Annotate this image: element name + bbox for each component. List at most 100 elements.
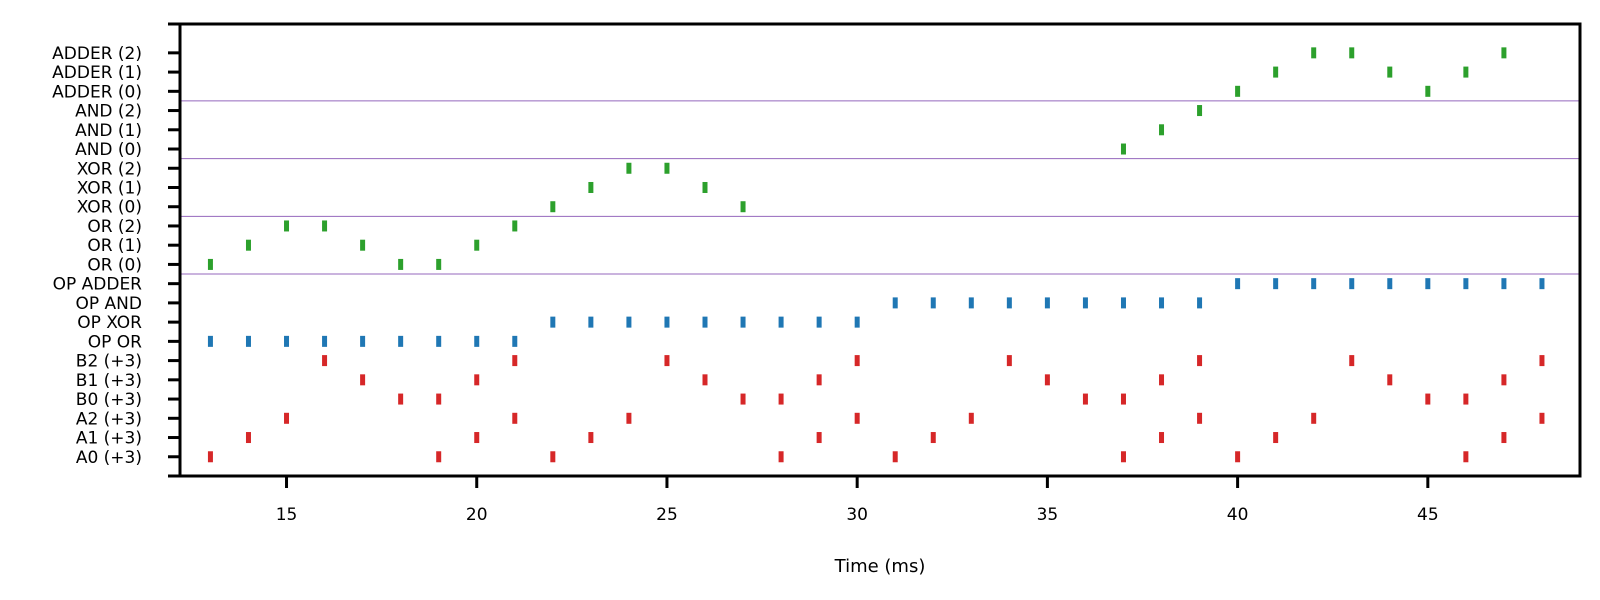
spike-input-row3-t45	[1425, 393, 1431, 405]
spike-op-row9-t47	[1501, 278, 1507, 290]
spike-input-row3-t46	[1463, 393, 1469, 405]
spike-output-row11-t14	[245, 239, 251, 251]
spike-op-row6-t17	[360, 335, 366, 347]
plot-frame	[178, 22, 1582, 478]
spike-input-row1-t14	[245, 432, 251, 444]
spike-input-row1-t32	[930, 432, 936, 444]
spike-input-row5-t39	[1197, 355, 1203, 367]
spike-op-row6-t15	[284, 335, 290, 347]
spike-input-row0-t37	[1120, 451, 1126, 463]
spike-op-row7-t27	[740, 316, 746, 328]
spike-input-row1-t41	[1273, 432, 1279, 444]
spike-op-row6-t14	[245, 335, 251, 347]
spike-output-row15-t25	[664, 162, 670, 174]
y-tick-label: OR (1)	[87, 236, 142, 256]
spike-output-row15-t24	[626, 162, 632, 174]
spike-input-row3-t36	[1082, 393, 1088, 405]
spike-input-row0-t28	[778, 451, 784, 463]
spike-op-row9-t46	[1463, 278, 1469, 290]
y-tick-label: ADDER (1)	[52, 63, 142, 83]
spike-op-row6-t18	[398, 335, 404, 347]
spike-input-row4-t44	[1387, 374, 1393, 386]
spike-op-row9-t45	[1425, 278, 1431, 290]
y-axis: A0 (+3)A1 (+3)A2 (+3)B0 (+3)B1 (+3)B2 (+…	[52, 22, 180, 478]
spike-output-row18-t39	[1197, 105, 1203, 117]
y-tick-label: ADDER (2)	[52, 44, 142, 64]
spike-output-row21-t47	[1501, 47, 1507, 59]
spike-op-row6-t20	[474, 335, 480, 347]
spike-input-row2-t24	[626, 412, 632, 424]
spike-output-row11-t17	[360, 239, 366, 251]
spike-output-row10-t13	[207, 258, 213, 270]
spike-input-row3-t18	[398, 393, 404, 405]
spike-op-row8-t31	[892, 297, 898, 309]
spike-output-row20-t41	[1273, 66, 1279, 78]
spike-input-row3-t28	[778, 393, 784, 405]
spike-input-row0-t22	[550, 451, 556, 463]
spike-op-row6-t16	[322, 335, 328, 347]
x-tick-label: 35	[1037, 505, 1059, 525]
spike-op-row7-t30	[854, 316, 860, 328]
spike-output-row14-t23	[588, 181, 594, 193]
spike-input-row2-t33	[968, 412, 974, 424]
spike-input-row0-t40	[1235, 451, 1241, 463]
spike-input-row4-t20	[474, 374, 480, 386]
spike-output-row10-t19	[436, 258, 442, 270]
spike-op-row7-t28	[778, 316, 784, 328]
spike-input-row2-t42	[1311, 412, 1317, 424]
spike-input-row5-t34	[1006, 355, 1012, 367]
spike-op-row7-t29	[816, 316, 822, 328]
spike-output-row21-t43	[1349, 47, 1355, 59]
spike-input-row3-t19	[436, 393, 442, 405]
group-separators	[180, 100, 1580, 275]
spike-output-row10-t18	[398, 258, 404, 270]
spike-input-row1-t23	[588, 432, 594, 444]
spike-op-row7-t26	[702, 316, 708, 328]
spike-output-row12-t15	[284, 220, 290, 232]
y-tick-label: AND (0)	[75, 140, 142, 160]
spike-input-row3-t27	[740, 393, 746, 405]
spike-op-row9-t43	[1349, 278, 1355, 290]
spike-op-row7-t24	[626, 316, 632, 328]
spike-op-row9-t48	[1539, 278, 1545, 290]
spike-input-row1-t47	[1501, 432, 1507, 444]
spike-input-row2-t15	[284, 412, 290, 424]
spike-output-row12-t21	[512, 220, 518, 232]
spike-input-row1-t29	[816, 432, 822, 444]
y-tick-label: A2 (+3)	[76, 409, 142, 429]
y-tick-label: OP XOR	[77, 313, 142, 333]
spike-op-row8-t38	[1159, 297, 1165, 309]
spike-input-row5-t43	[1349, 355, 1355, 367]
y-tick-label: B2 (+3)	[76, 352, 142, 372]
spike-input-row4-t38	[1159, 374, 1165, 386]
spike-output-row20-t44	[1387, 66, 1393, 78]
spike-input-row0-t46	[1463, 451, 1469, 463]
spike-op-row6-t21	[512, 335, 518, 347]
y-tick-label: OP ADDER	[53, 275, 143, 295]
spike-output-row13-t27	[740, 201, 746, 213]
x-tick-label: 20	[466, 505, 488, 525]
y-tick-label: ADDER (0)	[52, 82, 142, 102]
spike-input-row1-t38	[1159, 432, 1165, 444]
y-tick-label: XOR (2)	[77, 159, 142, 179]
spike-output-row14-t26	[702, 181, 708, 193]
spike-output-row20-t46	[1463, 66, 1469, 78]
x-axis-label: Time (ms)	[834, 556, 926, 577]
spike-op-row7-t23	[588, 316, 594, 328]
y-tick-label: B0 (+3)	[76, 390, 142, 410]
spike-output-row11-t20	[474, 239, 480, 251]
spike-op-row6-t19	[436, 335, 442, 347]
y-tick-label: AND (1)	[75, 121, 142, 141]
spike-input-row4-t35	[1044, 374, 1050, 386]
spike-op-row8-t35	[1044, 297, 1050, 309]
spike-input-row3-t37	[1120, 393, 1126, 405]
spike-marks	[207, 47, 1545, 463]
spike-input-row5-t25	[664, 355, 670, 367]
spike-op-row9-t41	[1273, 278, 1279, 290]
x-axis: 15 20 25 30 35 40 45	[276, 476, 1439, 525]
spike-input-row2-t48	[1539, 412, 1545, 424]
spike-output-row12-t16	[322, 220, 328, 232]
spike-input-row1-t20	[474, 432, 480, 444]
spike-input-row0-t31	[892, 451, 898, 463]
